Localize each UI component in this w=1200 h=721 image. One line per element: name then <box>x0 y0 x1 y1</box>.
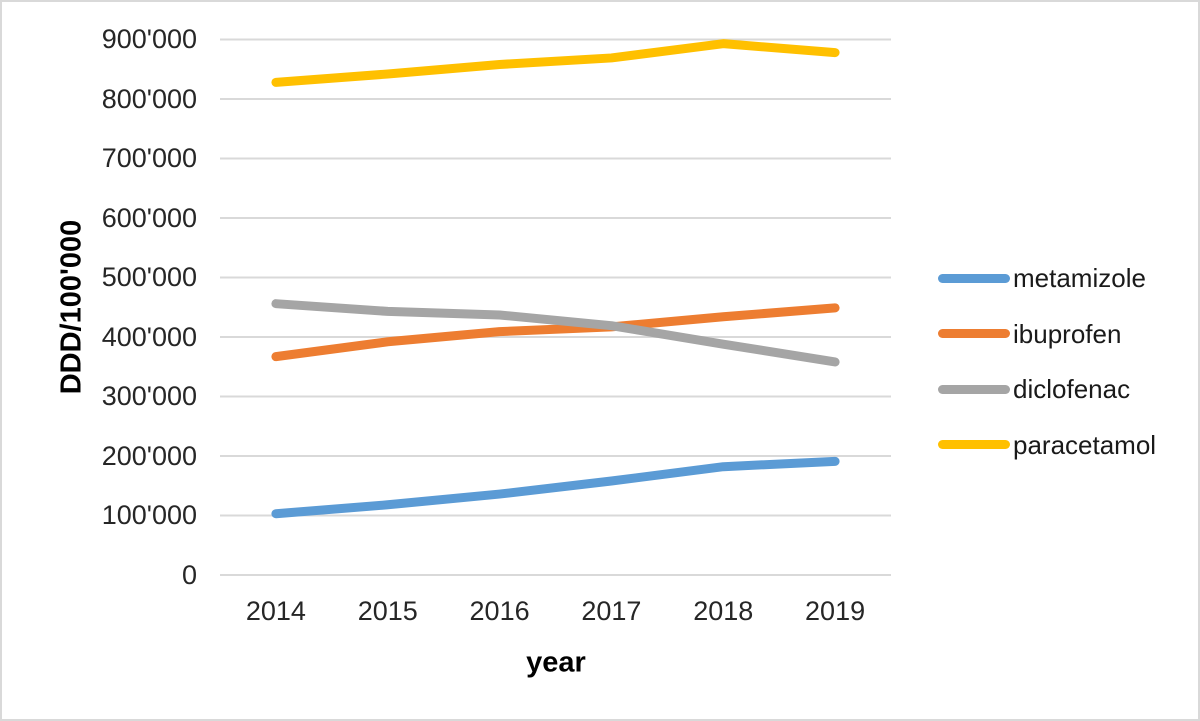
x-axis-title: year <box>526 646 586 679</box>
y-tick-label: 300'000 <box>101 381 197 411</box>
y-tick-label: 800'000 <box>101 83 197 114</box>
x-tick-label: 2018 <box>693 596 754 626</box>
legend-swatch-paracetamol <box>938 440 1010 449</box>
legend-swatch-diclofenac <box>938 384 1010 394</box>
series-line-metamizole <box>271 456 840 519</box>
legend-label: paracetamol <box>1013 429 1157 460</box>
y-tick-label: 600'000 <box>101 202 197 233</box>
y-tick-label: 500'000 <box>101 262 197 292</box>
legend-item-diclofenac: diclofenac <box>938 376 1130 402</box>
y-tick-label: 0 <box>181 559 197 590</box>
x-tick-label: 2015 <box>357 596 418 626</box>
legend-item-metamizole: metamizole <box>938 265 1146 291</box>
legend-swatch-metamizole <box>938 273 1010 283</box>
y-tick-label: 100'000 <box>101 500 197 530</box>
legend-swatch-ibuprofen <box>938 329 1010 338</box>
y-tick-label: 200'000 <box>101 440 197 471</box>
legend-label: diclofenac <box>1013 374 1131 404</box>
x-tick-label: 2016 <box>469 596 530 626</box>
y-tick-label: 700'000 <box>101 143 197 173</box>
y-tick-label: 400'000 <box>101 321 197 352</box>
series-line-paracetamol <box>271 39 840 87</box>
series-line-ibuprofen <box>271 303 840 362</box>
series-line-diclofenac <box>271 299 840 367</box>
x-tick-label: 2019 <box>805 596 866 626</box>
legend-label: ibuprofen <box>1013 318 1122 349</box>
y-tick-label: 900'000 <box>101 24 197 54</box>
legend-label: metamizole <box>1013 263 1146 293</box>
x-tick-label: 2014 <box>245 596 306 626</box>
x-tick-label: 2017 <box>581 596 642 626</box>
y-axis-title: DDD/100'000 <box>55 219 88 395</box>
legend-item-paracetamol: paracetamol <box>938 432 1156 458</box>
legend-item-ibuprofen: ibuprofen <box>938 321 1121 347</box>
